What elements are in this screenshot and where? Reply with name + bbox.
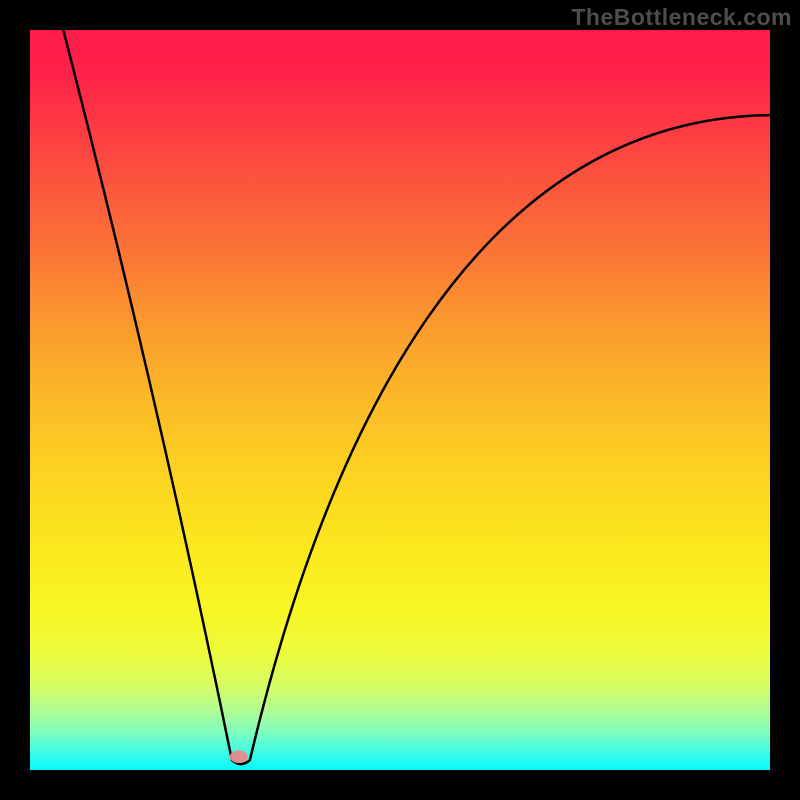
optimal-point-marker (230, 750, 248, 763)
plot-background (30, 30, 770, 770)
chart-svg (0, 0, 800, 800)
chart-canvas: TheBottleneck.com (0, 0, 800, 800)
watermark-text: TheBottleneck.com (571, 4, 792, 31)
